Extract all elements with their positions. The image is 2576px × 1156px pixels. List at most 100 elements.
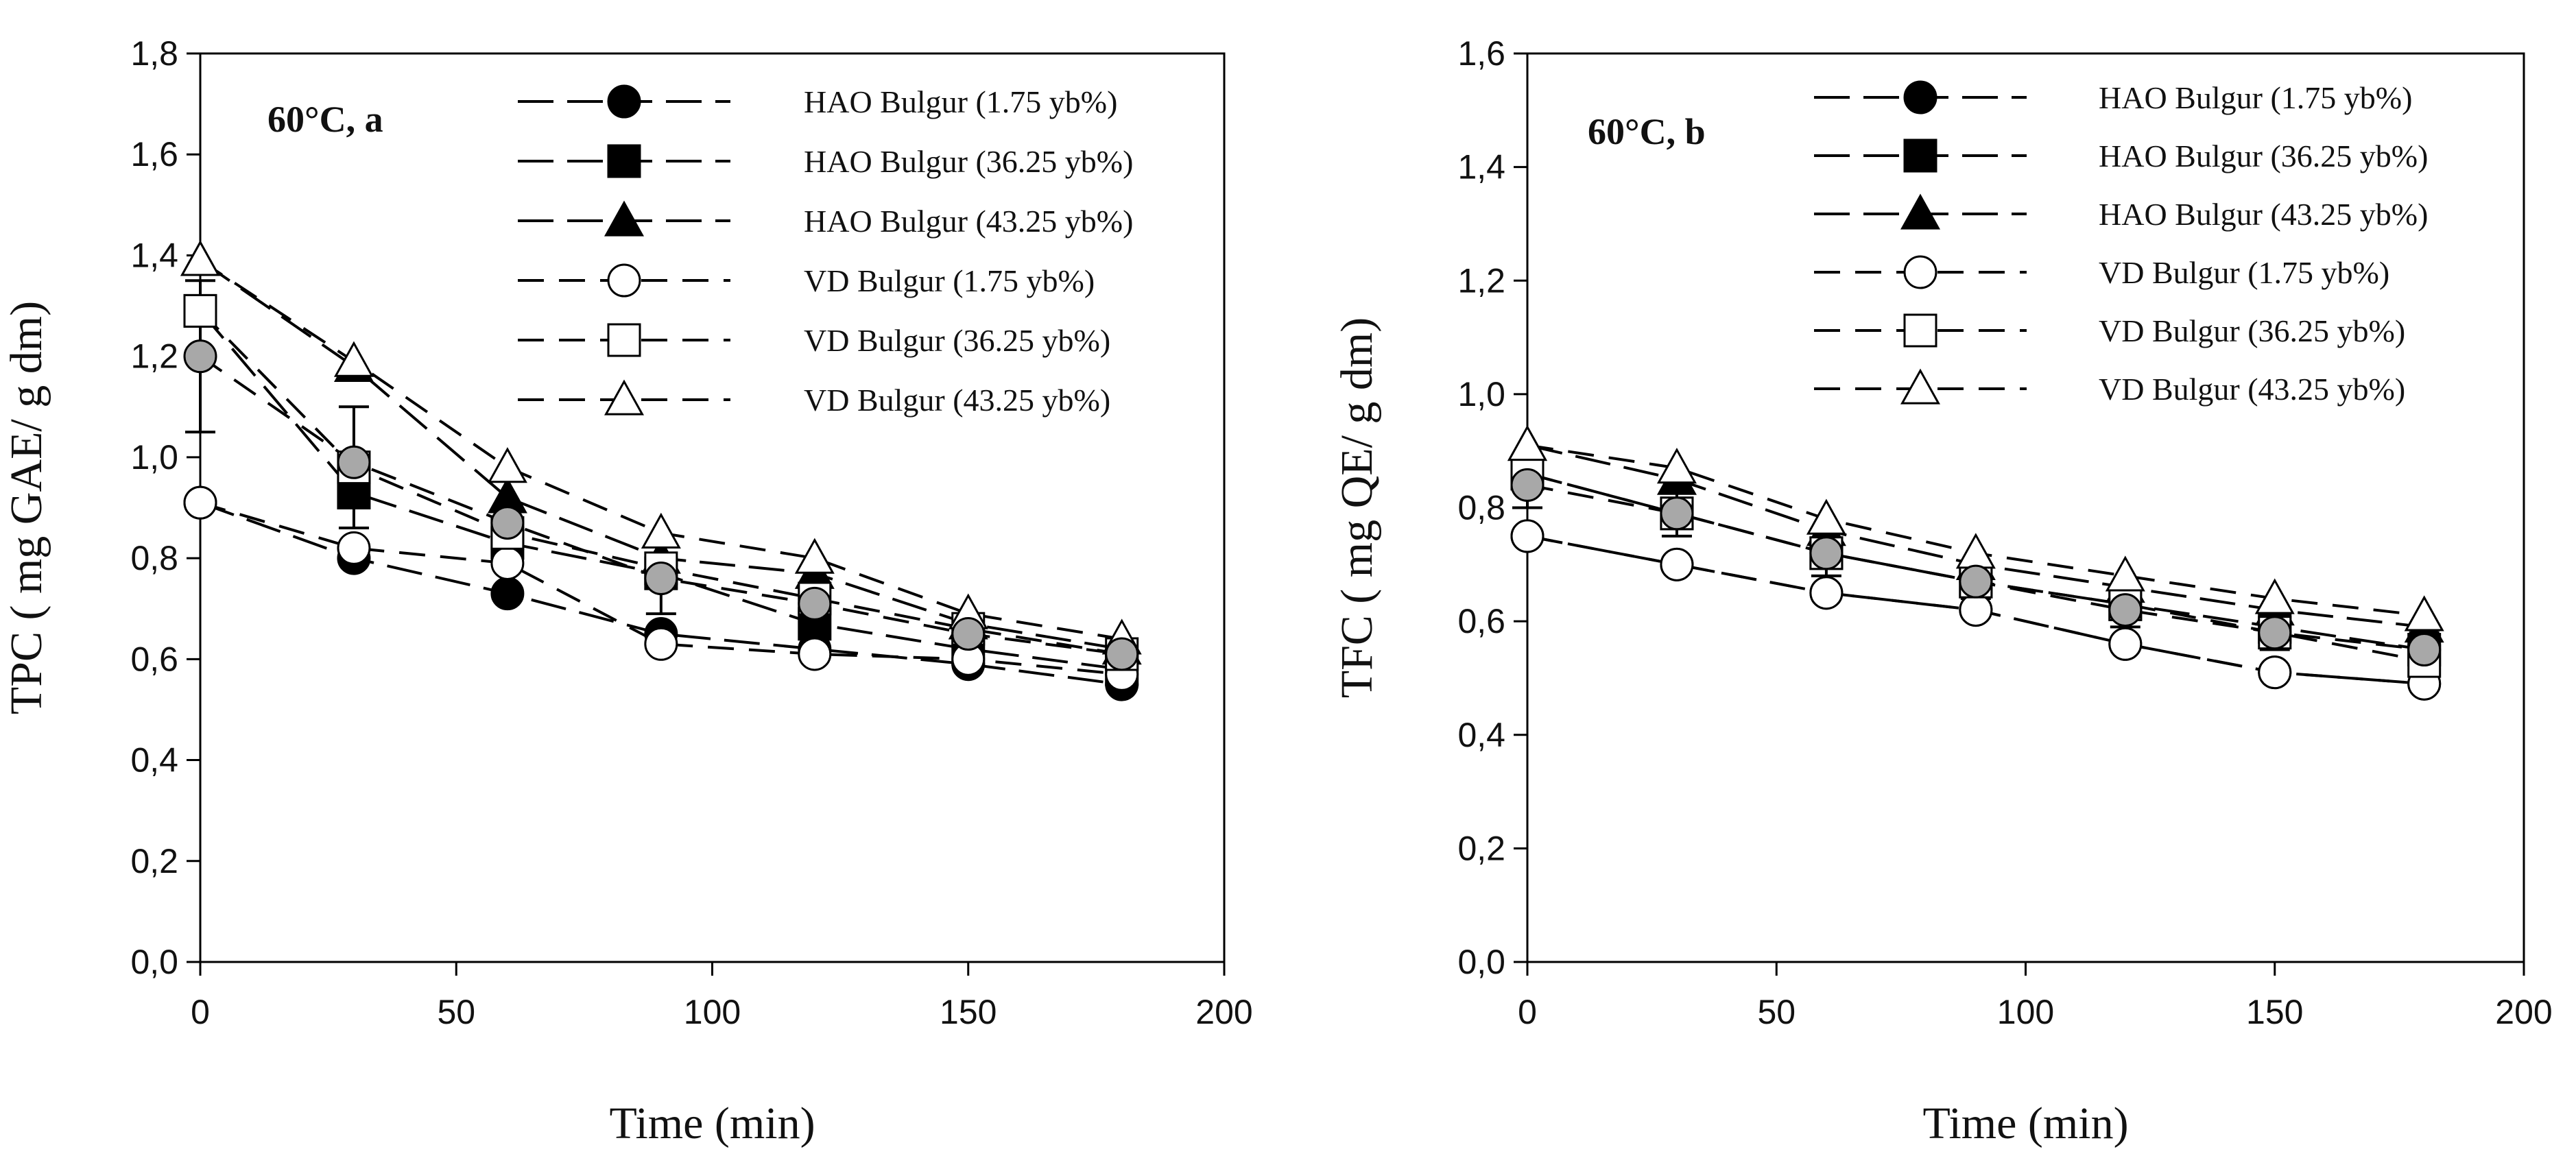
legend-marker	[607, 84, 641, 119]
legend-marker	[604, 379, 644, 416]
legend-marker	[607, 144, 641, 178]
y-tick-label: 0,8	[1457, 489, 1505, 527]
y-axis-title: TPC ( mg GAE/ g dm)	[1, 301, 51, 714]
x-tick-label: 200	[2495, 993, 2552, 1031]
data-point-circle-7	[2407, 633, 2442, 667]
legend-label: HAO Bulgur (36.25 yb%)	[804, 144, 1133, 179]
data-point-circle-7	[951, 617, 986, 651]
data-point-circle-4	[490, 546, 525, 580]
y-tick-label: 1,0	[130, 438, 178, 477]
data-point-circle-4	[1959, 593, 1993, 627]
data-point-circle-7	[2258, 616, 2292, 650]
data-point-square-5	[183, 293, 217, 328]
panel-label: 60°C, b	[1588, 111, 1706, 152]
legend-label: HAO Bulgur (36.25 yb%)	[2099, 139, 2428, 173]
x-tick-label: 50	[1757, 993, 1796, 1031]
data-point-triangle-6	[1656, 447, 1697, 484]
data-point-circle-7	[1510, 468, 1545, 502]
data-point-triangle-6	[641, 512, 681, 549]
data-point-circle-4	[1510, 519, 1545, 553]
y-tick-label: 0,0	[1457, 943, 1505, 981]
data-point-circle-4	[337, 531, 371, 565]
legend-label: VD Bulgur (1.75 yb%)	[2099, 255, 2389, 290]
legend-marker	[1903, 255, 1937, 289]
x-tick-label: 200	[1195, 993, 1252, 1031]
chart-panel-2: 0,0 0,2 0,4 0,6 0,8 1,0 1,2 1,4 1,6 0 50 100 150 200 T…	[1332, 34, 2553, 1148]
y-tick-label: 0,4	[130, 741, 178, 780]
x-tick-label: 150	[2246, 993, 2303, 1031]
legend: HAO Bulgur (1.75 yb%) HAO Bulgur (36.25 y…	[1814, 80, 2428, 407]
y-tick-label: 0,2	[130, 842, 178, 880]
x-tick-label: 150	[940, 993, 997, 1031]
legend-label: VD Bulgur (43.25 yb%)	[2099, 372, 2405, 407]
y-tick-label: 1,4	[130, 236, 178, 274]
data-point-circle-7	[798, 586, 832, 621]
data-point-triangle-6	[2404, 595, 2444, 631]
legend-label: HAO Bulgur (43.25 yb%)	[804, 204, 1133, 239]
data-point-triangle-6	[1955, 533, 1996, 569]
legend-marker	[1903, 313, 1937, 348]
legend-marker	[1903, 139, 1937, 173]
data-point-circle-7	[1105, 637, 1139, 671]
y-tick-label: 1,0	[1457, 375, 1505, 413]
legend-label: VD Bulgur (43.25 yb%)	[804, 383, 1110, 418]
legend-item: HAO Bulgur (36.25 yb%)	[1814, 139, 2428, 173]
data-point-triangle-6	[333, 341, 374, 377]
data-point-triangle-6	[2105, 555, 2145, 592]
legend-item: VD Bulgur (1.75 yb%)	[1814, 255, 2389, 290]
legend-item: HAO Bulgur (1.75 yb%)	[1814, 80, 2412, 115]
y-tick-label: 1,6	[130, 135, 178, 173]
legend-item: HAO Bulgur (36.25 yb%)	[518, 144, 1133, 179]
x-tick-label: 100	[1997, 993, 2054, 1031]
legend-marker	[607, 263, 641, 298]
data-point-circle-7	[644, 562, 678, 596]
legend-marker	[1900, 193, 1940, 230]
data-point-circle-4	[644, 627, 678, 661]
legend-label: VD Bulgur (36.25 yb%)	[804, 323, 1110, 358]
x-axis-title: Time (min)	[609, 1098, 815, 1148]
data-point-triangle-6	[1507, 424, 1547, 461]
y-tick-label: 0,0	[130, 943, 178, 981]
y-tick-label: 1,2	[1457, 261, 1505, 300]
legend-marker	[1903, 80, 1937, 115]
x-axis-title: Time (min)	[1922, 1098, 2128, 1148]
data-point-circle-4	[798, 637, 832, 671]
y-tick-label: 0,6	[130, 640, 178, 678]
y-tick-label: 0,6	[1457, 602, 1505, 640]
legend-label: VD Bulgur (1.75 yb%)	[804, 263, 1095, 298]
y-tick-label: 1,2	[130, 337, 178, 376]
data-point-triangle-6	[794, 538, 835, 574]
legend-item: VD Bulgur (36.25 yb%)	[518, 323, 1110, 358]
legend-item: HAO Bulgur (43.25 yb%)	[518, 200, 1133, 239]
legend-item: VD Bulgur (36.25 yb%)	[1814, 313, 2405, 348]
data-point-circle-4	[1660, 547, 1694, 581]
legend-item: VD Bulgur (43.25 yb%)	[518, 379, 1110, 418]
y-tick-label: 0,4	[1457, 716, 1505, 754]
legend-item: HAO Bulgur (1.75 yb%)	[518, 84, 1117, 119]
legend-marker	[604, 200, 644, 237]
panel-label: 60°C, a	[267, 99, 383, 140]
data-point-circle-7	[1660, 496, 1694, 531]
y-tick-label: 1,4	[1457, 148, 1505, 186]
legend-item: VD Bulgur (1.75 yb%)	[518, 263, 1095, 298]
data-point-circle-4	[2258, 655, 2292, 690]
data-point-circle-4	[183, 485, 217, 520]
y-tick-label: 0,2	[1457, 829, 1505, 867]
data-point-circle-7	[183, 339, 217, 374]
legend-label: VD Bulgur (36.25 yb%)	[2099, 313, 2405, 348]
legend-item: VD Bulgur (43.25 yb%)	[1814, 368, 2405, 407]
legend-label: HAO Bulgur (1.75 yb%)	[804, 84, 1117, 119]
legend: HAO Bulgur (1.75 yb%) HAO Bulgur (36.25 y…	[518, 84, 1133, 418]
x-tick-label: 100	[684, 993, 741, 1031]
x-tick-label: 50	[437, 993, 475, 1031]
chart-panel-1: 0,0 0,2 0,4 0,6 0,8 1,0 1,2 1,4 1,6 1,8 0 50 100 150 2…	[1, 34, 1253, 1148]
legend-item: HAO Bulgur (43.25 yb%)	[1814, 193, 2428, 232]
y-tick-label: 1,8	[130, 34, 178, 73]
data-point-triangle-6	[180, 240, 220, 276]
y-tick-label: 0,8	[130, 539, 178, 577]
data-point-triangle-6	[2254, 578, 2295, 614]
data-point-circle-4	[2108, 627, 2143, 661]
legend-label: HAO Bulgur (43.25 yb%)	[2099, 197, 2428, 232]
x-tick-label: 0	[191, 993, 210, 1031]
